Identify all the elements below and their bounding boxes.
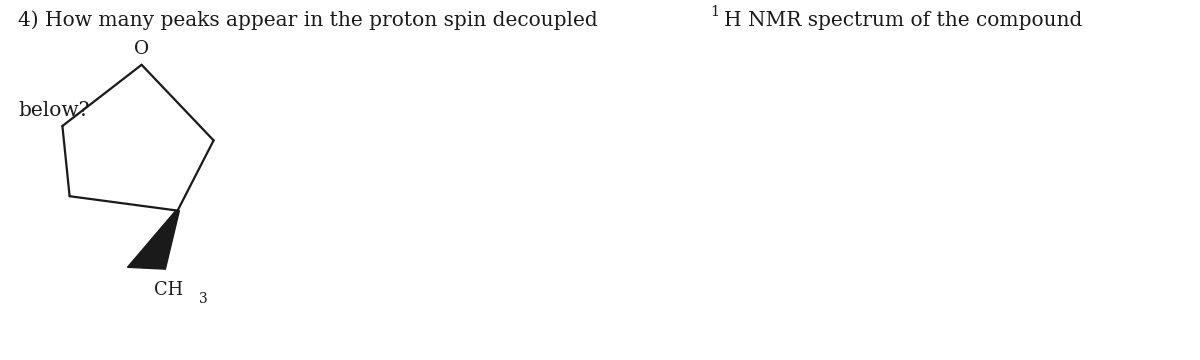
Text: 4) How many peaks appear in the proton spin decoupled: 4) How many peaks appear in the proton s… bbox=[18, 11, 604, 31]
Text: 3: 3 bbox=[199, 292, 208, 306]
Text: below?: below? bbox=[18, 101, 89, 120]
Text: O: O bbox=[134, 40, 149, 58]
Text: H NMR spectrum of the compound: H NMR spectrum of the compound bbox=[724, 11, 1082, 30]
Text: CH: CH bbox=[154, 281, 182, 299]
Text: 1: 1 bbox=[710, 5, 720, 19]
Polygon shape bbox=[127, 211, 179, 269]
